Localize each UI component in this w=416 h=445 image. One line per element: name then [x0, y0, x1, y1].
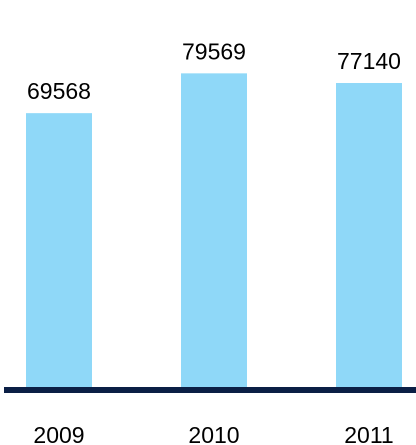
x-tick-labels-group: 2009 2010 2011: [33, 422, 393, 445]
bar-2010: [181, 73, 247, 391]
x-tick-label-2009: 2009: [33, 422, 84, 445]
data-label-2009: 69568: [27, 78, 91, 104]
x-tick-label-2011: 2011: [344, 422, 393, 445]
bar-2009: [26, 113, 92, 390]
data-label-2010: 79569: [182, 38, 246, 64]
data-label-2011: 77140: [337, 48, 401, 74]
value-labels-group: 69568 79569 77140: [27, 38, 401, 104]
bar-2011: [336, 83, 402, 390]
x-tick-label-2010: 2010: [188, 422, 239, 445]
bars-group: [26, 73, 402, 391]
